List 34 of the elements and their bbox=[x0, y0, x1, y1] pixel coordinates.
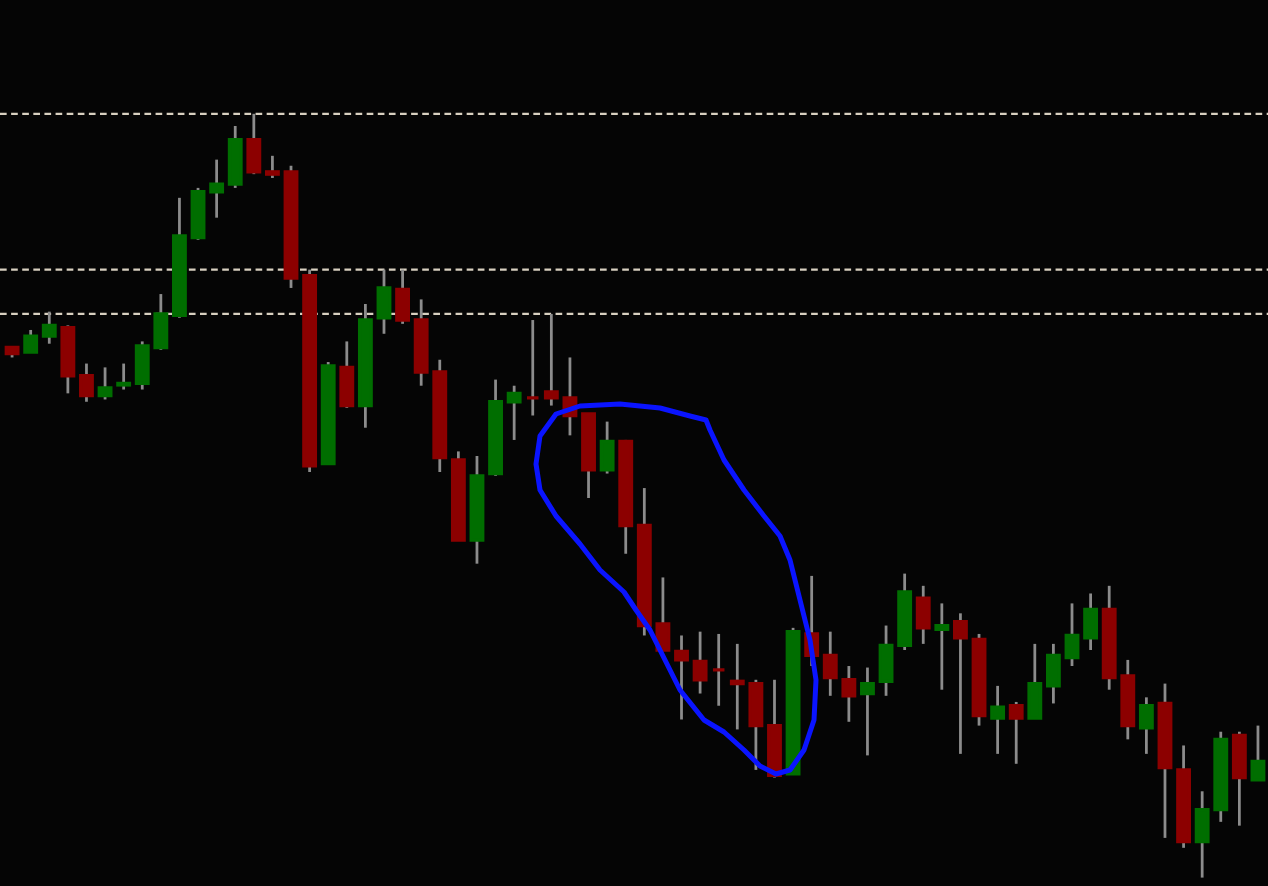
candlestick bbox=[1045, 642, 1061, 705]
candlestick bbox=[41, 310, 57, 346]
candlestick bbox=[543, 312, 559, 407]
candlestick bbox=[934, 602, 950, 692]
candlestick bbox=[1231, 730, 1247, 828]
candlestick bbox=[953, 611, 968, 756]
candlestick bbox=[1083, 592, 1099, 652]
candlestick bbox=[599, 420, 615, 475]
candlestick bbox=[79, 362, 94, 404]
candlestick bbox=[692, 630, 708, 695]
candlestick bbox=[246, 112, 262, 176]
candlestick bbox=[1250, 724, 1266, 782]
candlestick bbox=[990, 684, 1006, 756]
candlestick bbox=[23, 328, 39, 354]
candlestick bbox=[376, 268, 392, 336]
candlestick bbox=[339, 340, 355, 410]
candlestick bbox=[860, 666, 875, 757]
candlestick bbox=[878, 624, 894, 698]
candlestick bbox=[1027, 642, 1043, 720]
candlestick bbox=[264, 154, 280, 180]
candlestick bbox=[915, 584, 931, 646]
candlestick bbox=[1064, 602, 1080, 668]
candlestick bbox=[711, 632, 727, 708]
candlestick bbox=[190, 186, 206, 242]
candlestick bbox=[1138, 695, 1154, 756]
candlestick bbox=[674, 634, 689, 721]
candlestick bbox=[506, 384, 522, 442]
candlestick bbox=[209, 158, 225, 220]
candlestick bbox=[227, 124, 243, 190]
candlestick bbox=[395, 268, 411, 326]
candlestick bbox=[1008, 700, 1024, 766]
candlestick bbox=[97, 365, 113, 401]
candlestick bbox=[525, 318, 541, 417]
candlestick bbox=[116, 362, 132, 391]
